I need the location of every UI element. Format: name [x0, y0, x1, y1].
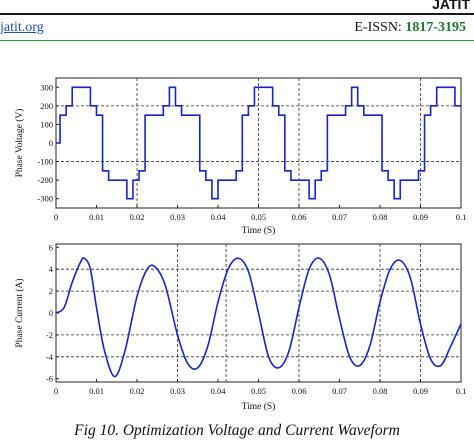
x-tick-label: 0.01	[89, 212, 104, 222]
x-tick-label: 0.02	[130, 212, 145, 222]
x-tick-label: 0.1	[456, 212, 467, 222]
issn-prefix: E-ISSN:	[354, 20, 402, 35]
y-tick-label: -300	[37, 194, 53, 204]
header-divider	[0, 40, 474, 41]
issn-number: 1817-3195	[405, 20, 466, 35]
y-tick-label: 6	[49, 242, 53, 252]
top-banner: JATIT	[0, 0, 474, 16]
issn-label: E-ISSN: 1817-3195	[354, 20, 466, 36]
x-tick-label: 0.05	[251, 386, 266, 396]
x-tick-label: 0.03	[170, 386, 185, 396]
figure-caption: Fig 10. Optimization Voltage and Current…	[74, 422, 400, 439]
x-tick-label: 0.01	[89, 386, 104, 396]
x-tick-label: 0.06	[292, 212, 307, 222]
y-tick-label: 100	[40, 119, 53, 129]
x-tick-label: 0.1	[456, 386, 467, 396]
journal-logo: JATIT	[432, 0, 470, 12]
y-tick-label: -100	[37, 157, 53, 167]
x-tick-label: 0	[54, 386, 58, 396]
x-tick-label: 0.02	[130, 386, 145, 396]
x-tick-label: 0.08	[373, 386, 388, 396]
y-tick-label: -2	[46, 330, 53, 340]
chart-panel-1: 0 0.01 0.02 0.03 0.04 0.05 0.06 0.07 0.08 0.09 0.1…	[14, 77, 467, 236]
x-tick-label: 0.04	[211, 386, 227, 396]
x-tick-label: 0	[54, 212, 58, 222]
x-tick-label: 0.05	[251, 212, 266, 222]
site-link[interactable]: jatit.org	[0, 20, 44, 35]
y-tick-label: 300	[40, 82, 53, 92]
y-axis-label: Phase Voltage (V)	[14, 109, 25, 178]
x-tick-label: 0.09	[413, 386, 428, 396]
x-axis-label: Time (S)	[242, 225, 276, 236]
y-tick-label: -200	[37, 175, 53, 185]
x-tick-label: 0.06	[292, 386, 307, 396]
x-axis-label: Time (S)	[242, 401, 276, 412]
top-rule	[0, 13, 474, 15]
x-tick-label: 0.09	[413, 212, 428, 222]
y-tick-label: -4	[46, 352, 54, 362]
x-tick-label: 0.07	[332, 212, 347, 222]
chart-panel-2: 0 0.01 0.02 0.03 0.04 0.05 0.06 0.07 0.08 0.09 0.1…	[14, 242, 466, 412]
series-line-1	[56, 86, 461, 200]
y-tick-label: 2	[49, 286, 53, 296]
y-axis-label: Phase Current (A)	[14, 278, 25, 347]
y-tick-label: 200	[40, 101, 53, 111]
y-tick-label: 0	[49, 138, 53, 148]
x-tick-label: 0.03	[170, 212, 185, 222]
y-tick-label: 0	[49, 308, 53, 318]
x-tick-label: 0.08	[373, 212, 388, 222]
series-line-1	[55, 257, 462, 378]
y-tick-label: 4	[49, 264, 54, 274]
x-tick-label: 0.04	[211, 212, 227, 222]
y-tick-label: -6	[46, 374, 53, 384]
x-tick-label: 0.07	[332, 386, 347, 396]
